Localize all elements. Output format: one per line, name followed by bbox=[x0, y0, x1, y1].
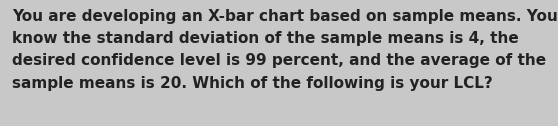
Text: You are developing an X-bar chart based on sample means. You
know the standard d: You are developing an X-bar chart based … bbox=[12, 9, 558, 91]
